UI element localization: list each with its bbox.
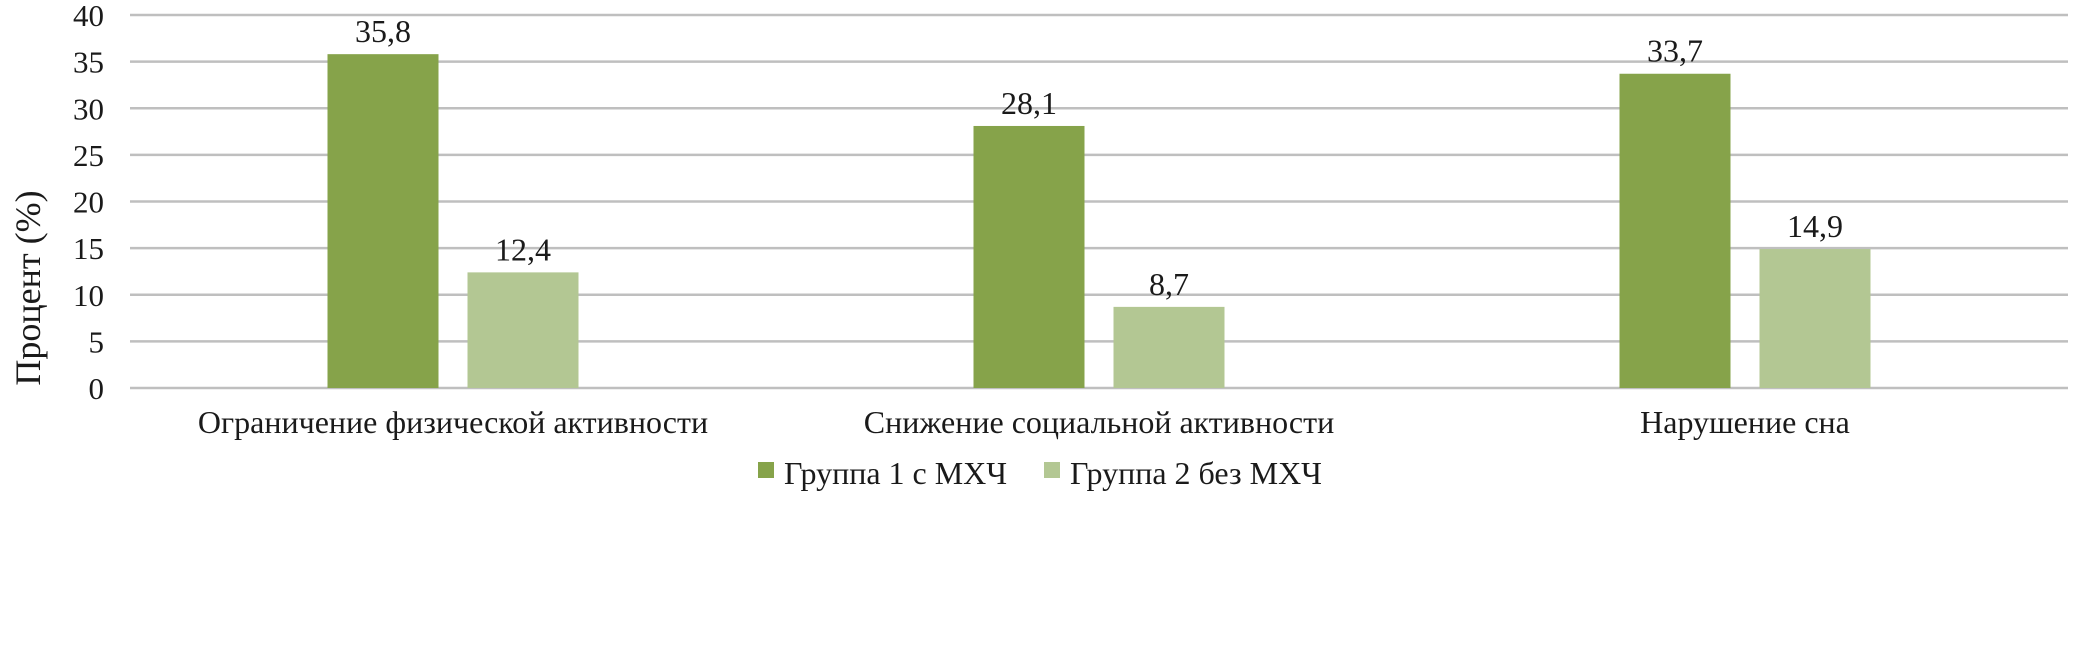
data-label: 14,9	[1787, 208, 1843, 244]
y-tick-label: 5	[89, 324, 105, 359]
legend: Группа 1 с МХЧ Группа 2 без МХЧ	[758, 455, 1322, 491]
y-axis-title: Процент (%)	[8, 190, 48, 385]
bar-series2-cat1	[467, 272, 579, 388]
category-label: Снижение социальной активности	[864, 404, 1334, 440]
y-tick-label: 25	[73, 138, 104, 173]
y-tick-label: 40	[73, 0, 104, 33]
category-label: Ограничение физической активности	[198, 404, 708, 440]
legend-entry: Группа 2 без МХЧ	[1070, 455, 1322, 491]
bar-series1-cat2	[973, 125, 1085, 388]
bar-series1-cat3	[1619, 73, 1731, 388]
bars	[327, 54, 1871, 388]
gridlines	[130, 13, 2068, 390]
y-axis-ticks: 0 5 10 15 20 25 30 35 40	[73, 0, 104, 406]
data-label: 28,1	[1001, 85, 1057, 121]
y-tick-label: 35	[73, 45, 104, 80]
data-label: 12,4	[495, 231, 551, 267]
legend-swatch	[1044, 462, 1060, 478]
data-label: 35,8	[355, 13, 411, 49]
bar-series2-cat2	[1113, 306, 1225, 388]
legend-swatch	[758, 462, 774, 478]
y-tick-label: 30	[73, 91, 104, 126]
bar-series2-cat3	[1759, 249, 1871, 388]
y-tick-label: 10	[73, 278, 104, 313]
category-label: Нарушение сна	[1640, 404, 1850, 440]
legend-entry: Группа 1 с МХЧ	[784, 455, 1007, 491]
category-labels: Ограничение физической активности Снижени…	[198, 404, 1850, 440]
y-tick-label: 20	[73, 185, 104, 220]
y-tick-label: 15	[73, 231, 104, 266]
bar-series1-cat1	[327, 54, 439, 388]
data-label: 8,7	[1149, 266, 1189, 302]
y-tick-label: 0	[89, 371, 105, 406]
data-label: 33,7	[1647, 33, 1703, 69]
data-labels: 35,8 12,4 28,1 8,7 33,7 14,9	[355, 13, 1843, 302]
